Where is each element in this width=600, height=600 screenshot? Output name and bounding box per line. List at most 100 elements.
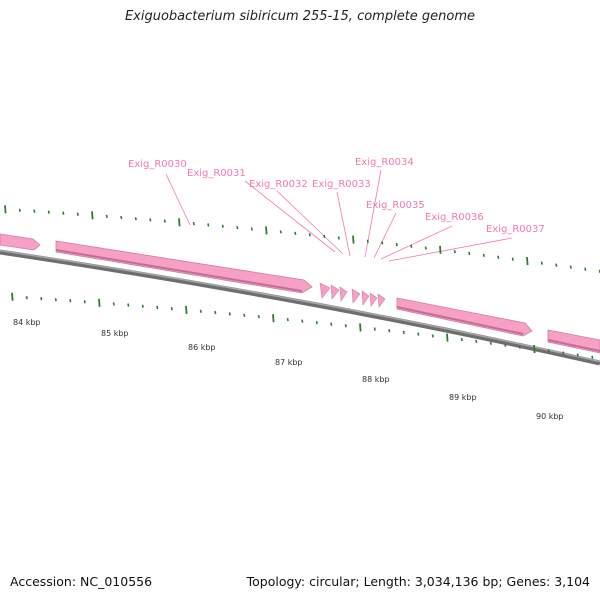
minor-tick: [156, 305, 159, 310]
gene-arrow-small: [361, 290, 370, 306]
minor-tick: [120, 215, 123, 220]
minor-tick: [547, 349, 550, 353]
minor-tick: [18, 208, 21, 212]
minor-tick: [337, 236, 340, 240]
minor-tick: [83, 300, 86, 304]
minor-tick: [54, 297, 57, 302]
gene-arrow-small: [369, 292, 378, 307]
minor-tick: [591, 355, 594, 359]
minor-tick: [214, 310, 217, 315]
minor-tick: [468, 251, 471, 256]
major-tick: [98, 298, 101, 307]
minor-tick: [569, 265, 572, 269]
gene-arrow-small: [351, 288, 361, 304]
major-tick: [11, 292, 14, 301]
minor-tick: [475, 339, 478, 344]
minor-tick: [279, 230, 282, 234]
minor-tick: [257, 315, 260, 319]
major-tick: [91, 211, 94, 220]
minor-tick: [69, 299, 72, 303]
minor-tick: [207, 223, 210, 227]
scale-label: 88 kbp: [362, 375, 390, 384]
minor-tick: [460, 337, 463, 342]
minor-tick: [417, 332, 420, 336]
leader-line: [373, 212, 397, 259]
minor-tick: [518, 345, 521, 349]
minor-tick: [555, 263, 558, 267]
leader-line: [276, 190, 344, 255]
scale-label: 85 kbp: [101, 329, 129, 338]
minor-tick: [576, 353, 579, 357]
scale-labels: 84 kbp 85 kbp 86 kbp 87 kbp 88 kbp 89 kb…: [13, 318, 564, 421]
scale-label: 84 kbp: [13, 318, 41, 327]
major-tick: [439, 245, 442, 254]
genome-backbone-highlight: [0, 249, 600, 363]
minor-tick: [40, 297, 43, 301]
minor-tick: [141, 304, 144, 308]
scale-label: 90 kbp: [536, 412, 564, 421]
tick-track-lower: [11, 292, 594, 359]
scale-label: 87 kbp: [275, 358, 303, 367]
gene-label: Exig_R0033: [312, 179, 371, 190]
minor-tick: [149, 218, 152, 222]
minor-tick: [497, 255, 500, 259]
gene-label: Exig_R0031: [187, 168, 246, 179]
gene-label: Exig_R0032: [249, 179, 308, 190]
minor-tick: [431, 334, 434, 338]
minor-tick: [366, 239, 369, 243]
minor-tick: [33, 209, 36, 213]
minor-tick: [134, 217, 137, 221]
minor-tick: [489, 341, 492, 345]
genome-backbone: [0, 249, 600, 366]
minor-tick: [199, 309, 202, 313]
gene-label: Exig_R0035: [366, 200, 425, 211]
minor-tick: [584, 267, 587, 271]
tick-track-upper: [4, 205, 600, 273]
minor-tick: [308, 233, 311, 237]
minor-tick: [25, 296, 28, 300]
gene-arrow-small: [330, 284, 340, 300]
minor-tick: [323, 234, 326, 239]
minor-tick: [243, 313, 246, 317]
leader-line: [336, 191, 351, 257]
major-tick: [352, 235, 355, 244]
major-tick: [359, 323, 362, 332]
minor-tick: [294, 231, 297, 236]
minor-tick: [540, 261, 543, 265]
leader-line: [380, 225, 453, 260]
minor-tick: [381, 241, 384, 245]
minor-tick: [105, 214, 108, 219]
minor-tick: [424, 246, 427, 250]
minor-tick: [163, 219, 166, 223]
genome-summary-text: Topology: circular; Length: 3,034,136 bp…: [246, 574, 590, 589]
minor-tick: [127, 303, 130, 307]
accession-text: Accession: NC_010556: [10, 574, 153, 589]
minor-tick: [388, 329, 391, 333]
gene-label: Exig_R0030: [128, 159, 187, 170]
minor-tick: [373, 327, 376, 331]
minor-tick: [236, 225, 239, 230]
minor-tick: [192, 221, 195, 226]
scale-label: 86 kbp: [188, 343, 216, 352]
major-tick: [272, 314, 275, 323]
major-tick: [4, 205, 7, 214]
minor-tick: [330, 322, 333, 326]
gene-labels: Exig_R0030 Exig_R0031 Exig_R0032 Exig_R0…: [128, 157, 545, 235]
minor-tick: [228, 312, 231, 316]
minor-tick: [112, 302, 115, 306]
minor-tick: [76, 212, 79, 216]
minor-tick: [62, 211, 65, 215]
major-tick: [446, 333, 449, 342]
scale-label: 89 kbp: [449, 393, 477, 402]
gene-arrow-shade: [547, 339, 600, 352]
leader-line: [388, 237, 513, 262]
major-tick: [185, 305, 188, 315]
minor-tick: [504, 343, 507, 347]
minor-tick: [511, 257, 514, 261]
minor-tick: [562, 351, 565, 355]
major-tick: [533, 345, 536, 354]
gene-arrow-small: [339, 286, 348, 302]
minor-tick: [410, 244, 413, 248]
leader-line: [165, 173, 191, 226]
